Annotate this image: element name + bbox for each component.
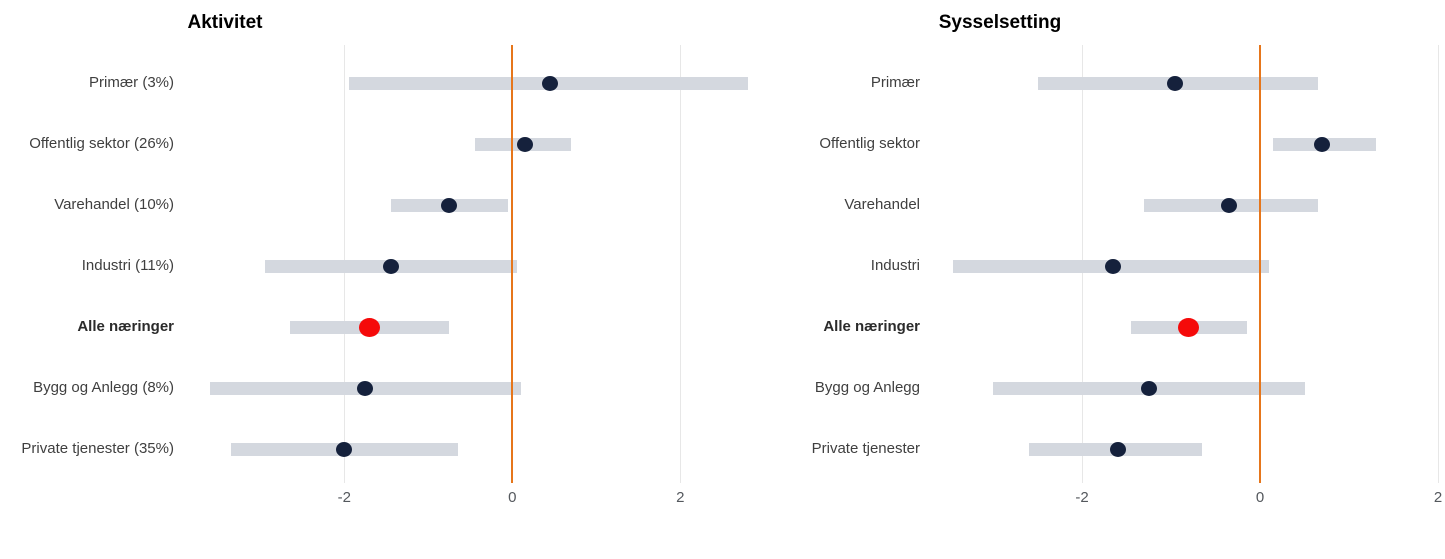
category-label: Primær (3%): [89, 74, 174, 91]
x-tick-label: 0: [1255, 489, 1265, 506]
gridline: [1437, 45, 1439, 483]
x-tick-label: -2: [1075, 489, 1089, 506]
category-label: Primær: [870, 74, 920, 91]
estimate-dot: [1314, 136, 1331, 152]
estimate-dot: [441, 197, 458, 213]
category-label: Bygg og Anlegg: [814, 379, 920, 396]
zero-reference-line: [1259, 45, 1261, 483]
estimate-dot: [382, 258, 399, 274]
x-tick-label: 0: [508, 489, 517, 506]
estimate-dot: [516, 136, 533, 152]
estimate-dot: [336, 441, 353, 457]
chart-title: Sysselsetting: [938, 12, 1062, 33]
estimate-dot: [1105, 258, 1122, 274]
category-label: Private tjenester: [811, 440, 920, 457]
estimate-dot: [1167, 75, 1184, 91]
category-label: Varehandel: [844, 196, 920, 213]
estimate-dot: [1109, 441, 1126, 457]
category-label: Private tjenester (35%): [21, 440, 174, 457]
category-label: Varehandel (10%): [54, 196, 174, 213]
estimate-dot-highlight: [1178, 317, 1200, 337]
estimate-dot: [357, 380, 374, 396]
category-label: Offentlig sektor: [819, 135, 920, 152]
zero-reference-line: [511, 45, 514, 483]
gridline: [679, 45, 681, 483]
category-label: Alle næringer: [823, 318, 920, 335]
category-label: Bygg og Anlegg (8%): [33, 379, 174, 396]
x-tick-label: 2: [1433, 489, 1443, 506]
estimate-dot: [1220, 197, 1237, 213]
category-label: Industri: [870, 257, 920, 274]
x-tick-label: 2: [676, 489, 685, 506]
chart-title: Aktivitet: [187, 12, 263, 33]
estimate-dot: [542, 75, 559, 91]
x-tick-label: -2: [337, 489, 351, 506]
estimate-dot: [1140, 380, 1157, 396]
category-label: Industri (11%): [81, 257, 174, 274]
category-label: Alle næringer: [77, 318, 174, 335]
estimate-dot-highlight: [359, 317, 380, 337]
category-label: Offentlig sektor (26%): [29, 135, 174, 152]
